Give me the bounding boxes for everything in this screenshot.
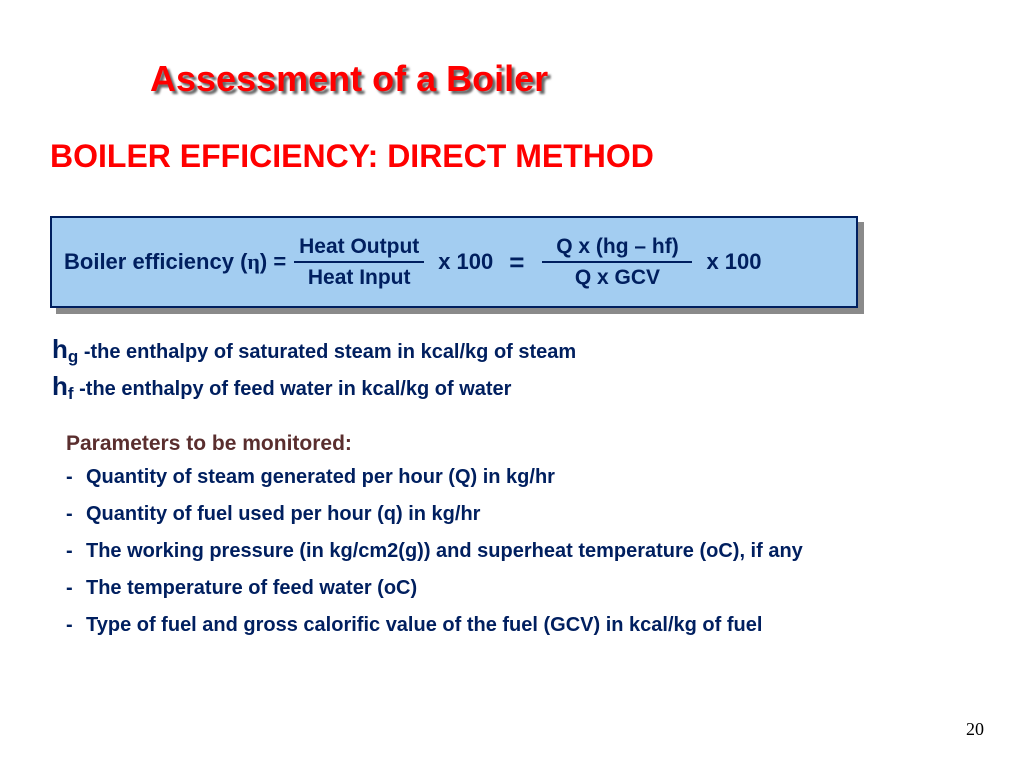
formula-lhs: Boiler efficiency (η) = xyxy=(64,249,286,275)
lhs-suffix: ) = xyxy=(260,249,286,274)
list-item: -Type of fuel and gross calorific value … xyxy=(66,614,803,637)
param-text: Type of fuel and gross calorific value o… xyxy=(86,614,762,637)
definitions-block: hg -the enthalpy of saturated steam in k… xyxy=(52,334,576,408)
list-item: -The temperature of feed water (oC) xyxy=(66,577,803,600)
frac2-bar xyxy=(542,261,692,263)
list-item: -Quantity of steam generated per hour (Q… xyxy=(66,466,803,489)
list-item: -The working pressure (in kg/cm2(g)) and… xyxy=(66,540,803,563)
bullet-dash: - xyxy=(66,614,86,637)
bullet-dash: - xyxy=(66,577,86,600)
page-number: 20 xyxy=(966,719,984,740)
param-text: The working pressure (in kg/cm2(g)) and … xyxy=(86,540,803,563)
parameters-list: -Quantity of steam generated per hour (Q… xyxy=(66,466,803,651)
def-hf: hf -the enthalpy of feed water in kcal/k… xyxy=(52,371,576,404)
frac1-numerator: Heat Output xyxy=(295,234,423,259)
list-item: -Quantity of fuel used per hour (q) in k… xyxy=(66,503,803,526)
times-100-a: x 100 xyxy=(438,249,493,275)
param-text: Quantity of steam generated per hour (Q)… xyxy=(86,466,555,489)
formula-box: Boiler efficiency (η) = Heat Output Heat… xyxy=(50,216,858,308)
hf-desc: -the enthalpy of feed water in kcal/kg o… xyxy=(74,378,512,400)
bullet-dash: - xyxy=(66,466,86,489)
fraction-heat: Heat Output Heat Input xyxy=(294,234,424,290)
equals-sign: = xyxy=(509,247,524,278)
frac1-denominator: Heat Input xyxy=(304,265,415,290)
hg-subscript: g xyxy=(68,347,78,366)
bullet-dash: - xyxy=(66,503,86,526)
hg-desc: -the enthalpy of saturated steam in kcal… xyxy=(78,341,576,363)
param-text: Quantity of fuel used per hour (q) in kg… xyxy=(86,503,480,526)
param-text: The temperature of feed water (oC) xyxy=(86,577,417,600)
eta-symbol: η xyxy=(247,249,260,274)
frac1-bar xyxy=(294,261,424,263)
hf-symbol: h xyxy=(52,371,68,401)
lhs-prefix: Boiler efficiency ( xyxy=(64,249,247,274)
times-100-b: x 100 xyxy=(706,249,761,275)
slide-title: Assessment of a Boiler xyxy=(150,58,548,100)
fraction-q: Q x (hg – hf) Q x GCV xyxy=(542,234,692,290)
slide-subtitle: BOILER EFFICIENCY: DIRECT METHOD xyxy=(50,138,654,175)
frac2-numerator: Q x (hg – hf) xyxy=(552,234,683,259)
frac2-denominator: Q x GCV xyxy=(571,265,664,290)
def-hg: hg -the enthalpy of saturated steam in k… xyxy=(52,334,576,367)
parameters-header: Parameters to be monitored: xyxy=(66,432,352,456)
hg-symbol: h xyxy=(52,334,68,364)
bullet-dash: - xyxy=(66,540,86,563)
